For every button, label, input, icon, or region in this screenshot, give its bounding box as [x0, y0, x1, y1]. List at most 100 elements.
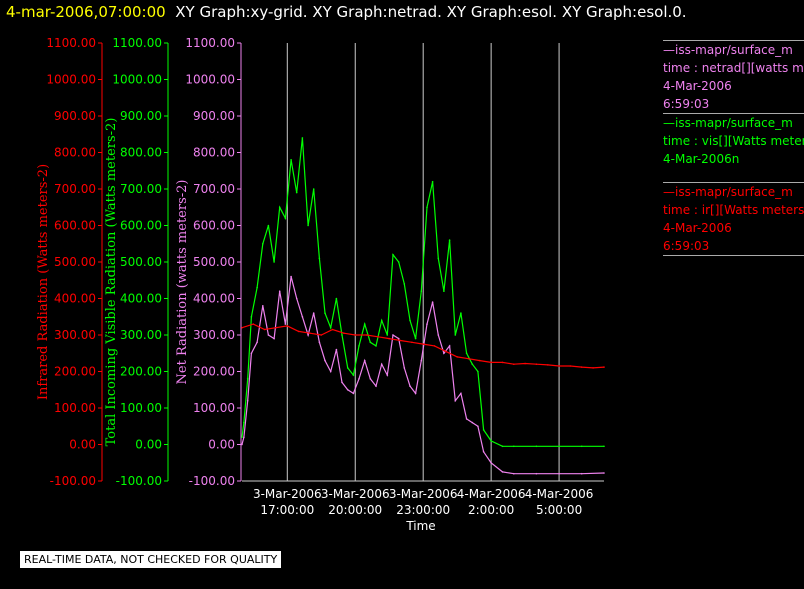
data-point-ir	[297, 330, 300, 333]
quality-note: REAL-TIME DATA, NOT CHECKED FOR QUALITY	[20, 551, 282, 568]
data-point-net	[273, 337, 275, 340]
y-tick-label-net: 1000.00	[185, 73, 235, 87]
data-point-vis	[352, 374, 355, 376]
data-point-net	[380, 363, 383, 366]
data-point-vis	[301, 137, 304, 139]
data-point-net	[369, 378, 372, 380]
y-tick-label-net: 100.00	[193, 401, 235, 415]
data-point-vis	[375, 345, 377, 347]
x-axis-title: Time	[405, 519, 435, 533]
legend-entry-line: —iss-mapr/surface_m	[663, 43, 793, 57]
legend-entry-line: 6:59:03	[663, 97, 710, 111]
data-point-vis	[256, 286, 258, 289]
data-point-net	[278, 290, 281, 293]
x-tick-label: 3-Mar-2006	[321, 487, 390, 501]
data-point-vis	[295, 191, 298, 194]
data-point-ir	[592, 367, 594, 369]
data-point-vis	[290, 159, 292, 161]
legend-entry-line: time : netrad[][watts m	[663, 61, 804, 75]
data-point-vis	[443, 290, 445, 293]
data-point-net	[513, 472, 515, 475]
x-tick-label: 20:00:00	[328, 503, 382, 517]
y-tick-label-ir: 500.00	[54, 255, 96, 269]
data-point-vis	[262, 243, 264, 245]
data-point-vis	[397, 261, 400, 263]
data-point-net	[443, 352, 445, 355]
data-point-ir	[388, 337, 391, 340]
data-point-vis	[312, 188, 315, 190]
data-point-net	[471, 421, 474, 424]
data-point-ir	[263, 328, 266, 331]
data-point-vis	[454, 334, 457, 336]
data-point-net	[243, 436, 245, 439]
y-tick-label-net: 900.00	[193, 109, 235, 123]
data-point-ir	[547, 364, 549, 366]
legend-entry-line: —iss-mapr/surface_m	[663, 185, 793, 199]
data-point-vis	[392, 253, 394, 256]
x-tick-label: 23:00:00	[396, 503, 450, 517]
data-point-net	[558, 472, 560, 475]
data-point-ir	[580, 366, 583, 368]
y-axis-title-ir: Infrared Radiation (Watts meters-2)	[36, 164, 51, 400]
data-point-net	[535, 472, 538, 475]
y-tick-label-net: 400.00	[193, 292, 235, 306]
data-point-net	[386, 374, 389, 376]
data-point-ir	[603, 366, 605, 368]
data-point-net	[284, 323, 287, 325]
data-point-vis	[431, 180, 434, 183]
data-point-vis	[471, 363, 474, 366]
data-point-ir	[501, 361, 504, 364]
data-point-vis	[369, 341, 372, 344]
y-tick-label-ir: 0.00	[69, 438, 96, 452]
data-point-net	[397, 337, 400, 340]
x-tick-label: 5:00:00	[536, 503, 582, 517]
data-point-net	[375, 385, 377, 387]
x-tick-label: 2:00:00	[468, 503, 514, 517]
data-point-ir	[331, 328, 334, 331]
y-tick-label-vis: 1100.00	[112, 36, 162, 50]
legend-entry: —iss-mapr/surface_m time : ir[][Watts met…	[663, 182, 804, 255]
data-point-net	[241, 443, 243, 446]
y-tick-label-net: 200.00	[193, 365, 235, 379]
data-point-net	[250, 352, 253, 355]
x-tick-label: 17:00:00	[260, 503, 314, 517]
data-point-vis	[346, 367, 349, 369]
data-point-net	[414, 392, 417, 395]
y-tick-label-ir: 900.00	[54, 109, 96, 123]
data-point-vis	[278, 206, 281, 209]
data-point-vis	[482, 429, 485, 431]
x-tick-label: 4-Mar-2006	[457, 487, 526, 501]
data-point-net	[262, 305, 264, 307]
data-point-ir	[365, 334, 368, 336]
data-point-net	[267, 334, 270, 336]
data-point-net	[454, 399, 457, 402]
data-point-vis	[409, 319, 411, 322]
y-tick-label-ir: 600.00	[54, 219, 96, 233]
data-point-ir	[513, 363, 515, 366]
data-point-net	[409, 385, 411, 387]
y-tick-label-net: -100.00	[189, 474, 235, 488]
data-point-vis	[414, 337, 417, 340]
legend-entry: —iss-mapr/surface_m time : vis[][Watts me…	[663, 113, 804, 168]
title-graph-list: XY Graph:xy-grid. XY Graph:netrad. XY Gr…	[175, 3, 687, 21]
data-point-ir	[558, 365, 560, 367]
data-point-vis	[420, 290, 423, 293]
data-point-vis	[273, 261, 275, 263]
data-point-ir	[569, 365, 572, 367]
data-point-vis	[603, 445, 605, 448]
data-point-net	[448, 345, 451, 347]
data-point-ir	[411, 341, 413, 344]
y-tick-label-vis: 900.00	[120, 109, 162, 123]
data-point-ir	[456, 356, 459, 358]
y-tick-label-vis: 500.00	[120, 255, 162, 269]
data-point-net	[501, 471, 504, 473]
legend-entry-line: 4-Mar-2006	[663, 221, 732, 235]
data-point-net	[335, 348, 338, 351]
data-point-vis	[501, 445, 504, 448]
y-tick-label-vis: 0.00	[135, 438, 162, 452]
data-point-ir	[275, 326, 277, 329]
data-point-vis	[403, 283, 406, 285]
y-tick-label-vis: 100.00	[120, 401, 162, 415]
